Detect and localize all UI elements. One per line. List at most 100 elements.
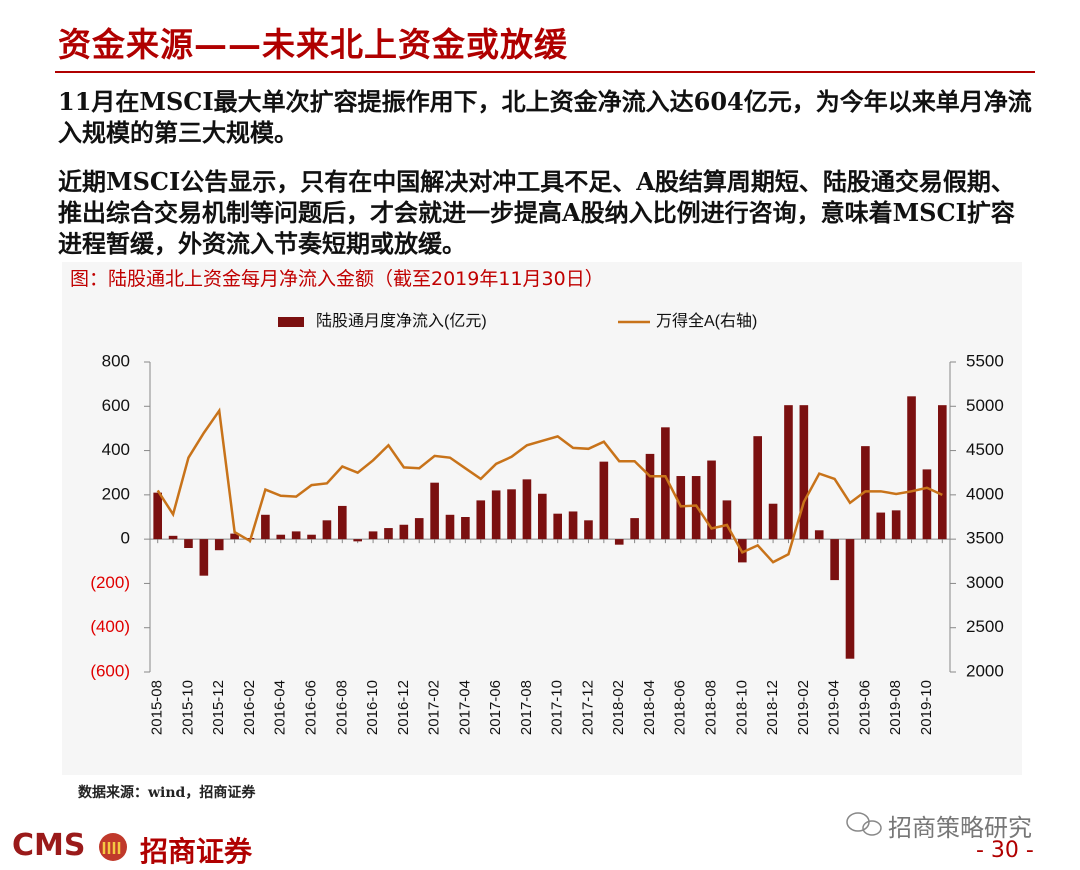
- x-tick-label: 2016-08: [333, 680, 350, 735]
- paragraph: 11月在MSCI最大单次扩容提振作用下，北上资金净流入达604亿元，为今年以来单…: [58, 87, 1032, 147]
- wechat-icon: [862, 820, 882, 836]
- x-tick-label: 2016-06: [303, 680, 320, 735]
- bar: [568, 511, 578, 540]
- y2-tick-label: 3000: [966, 573, 1004, 592]
- line: [156, 407, 943, 564]
- bar: [168, 535, 178, 540]
- x-tick-label: 2017-08: [518, 680, 535, 735]
- wechat-icon: [846, 812, 870, 832]
- bar: [399, 524, 409, 540]
- y-tick-label: (400): [90, 617, 130, 636]
- paragraph: 近期MSCI公告显示，只有在中国解决对冲工具不足、A股结算周期短、陆股通交易假期…: [58, 167, 1015, 258]
- logo-icon-mark: [102, 842, 121, 854]
- bar: [476, 500, 486, 540]
- source-note: 数据来源：wind，招商证券: [78, 785, 256, 801]
- y2-tick-label: 2000: [966, 661, 1004, 680]
- bar: [784, 405, 793, 540]
- bar: [214, 539, 224, 551]
- bar: [907, 396, 916, 540]
- bar: [522, 479, 532, 540]
- bar: [153, 492, 162, 540]
- bar: [261, 514, 270, 540]
- x-tick-label: 2016-10: [364, 680, 381, 735]
- bar: [753, 436, 762, 540]
- bar: [414, 518, 424, 540]
- x-tick-label: 2016-02: [241, 680, 258, 735]
- bar: [199, 539, 209, 576]
- x-tick-label: 2017-02: [426, 680, 443, 735]
- y-tick-label: 600: [102, 396, 130, 415]
- bar: [599, 461, 609, 540]
- watermark: 招商策略研究: [888, 814, 1032, 842]
- x-tick-label: 2018-10: [733, 680, 750, 735]
- bar: [630, 518, 639, 540]
- y2-tick-label: 4000: [966, 484, 1004, 503]
- bar: [707, 460, 716, 540]
- bar: [445, 514, 455, 540]
- bar: [553, 513, 562, 540]
- x-tick-label: 2016-04: [272, 680, 289, 735]
- bar: [276, 534, 286, 540]
- bar: [814, 530, 824, 540]
- bar: [938, 405, 947, 540]
- bar: [584, 520, 593, 540]
- y-tick-label: 400: [102, 440, 130, 459]
- y2-tick-label: 3500: [966, 529, 1004, 548]
- bar: [876, 512, 886, 540]
- logo-text: CMS: [12, 828, 86, 863]
- x-tick-label: 2015-10: [179, 680, 196, 735]
- x-tick-label: 2019-06: [856, 680, 873, 735]
- x-tick-label: 2018-08: [703, 680, 720, 735]
- y-tick-label: 800: [102, 351, 130, 370]
- bar: [491, 490, 501, 540]
- x-tick-label: 2019-04: [826, 680, 843, 735]
- y2-tick-label: 2500: [966, 617, 1004, 636]
- bar: [891, 510, 901, 540]
- y2-tick-label: 5000: [966, 396, 1004, 415]
- x-tick-label: 2017-10: [549, 680, 566, 735]
- y2-tick-label: 5500: [966, 351, 1004, 370]
- x-tick-label: 2018-02: [610, 680, 627, 735]
- bar: [461, 517, 470, 540]
- bar: [830, 539, 839, 581]
- x-tick-label: 2015-12: [210, 680, 227, 735]
- x-tick-label: 2016-12: [395, 680, 412, 735]
- logo-text: 招商证券: [140, 835, 253, 868]
- bar: [322, 520, 332, 540]
- x-tick-label: 2019-08: [887, 680, 904, 735]
- bar: [384, 528, 393, 540]
- bar: [845, 539, 855, 659]
- y-tick-label: (200): [90, 573, 130, 592]
- bar: [645, 453, 655, 540]
- bar: [661, 427, 670, 540]
- bar: [184, 539, 193, 548]
- bar: [230, 533, 239, 540]
- legend-label: 陆股通月度净流入(亿元): [316, 312, 487, 330]
- x-tick-label: 2017-12: [579, 680, 596, 735]
- bar: [291, 531, 301, 540]
- bar: [538, 493, 547, 540]
- x-tick-label: 2018-06: [672, 680, 689, 735]
- y-tick-label: 200: [102, 484, 130, 503]
- y2-tick-label: 4500: [966, 440, 1004, 459]
- bar: [922, 469, 932, 540]
- bar: [799, 405, 809, 540]
- bar: [614, 539, 624, 545]
- y-tick-label: 0: [121, 529, 130, 548]
- bar: [307, 534, 316, 540]
- legend-swatch: [278, 317, 304, 327]
- x-tick-label: 2017-06: [487, 680, 504, 735]
- bar: [353, 539, 362, 542]
- x-tick-label: 2019-10: [918, 680, 935, 735]
- y-tick-label: (600): [90, 661, 130, 680]
- bar: [338, 505, 347, 540]
- x-tick-label: 2019-02: [795, 680, 812, 735]
- chart-caption: 图：陆股通北上资金每月净流入金额（截至2019年11月30日）: [70, 268, 604, 290]
- bar: [430, 482, 439, 540]
- bar: [768, 503, 778, 540]
- page-number: - 30 -: [976, 838, 1034, 863]
- slide-title: 资金来源——未来北上资金或放缓: [58, 25, 568, 64]
- legend-label: 万得全A(右轴): [656, 312, 757, 330]
